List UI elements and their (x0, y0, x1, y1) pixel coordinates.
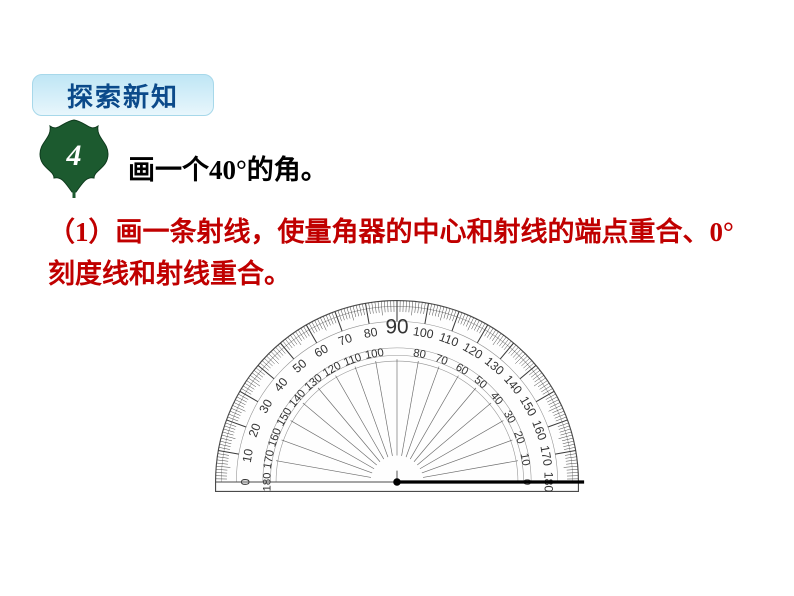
protractor-inner-label: 180 (261, 473, 273, 492)
protractor-outer-label: 80 (363, 325, 379, 341)
protractor-outer-label: 0 (239, 478, 253, 485)
step-prefix: （1） (48, 217, 116, 247)
leaf-icon: 4 (36, 114, 112, 198)
protractor-label-90: 90 (385, 316, 408, 339)
step-body-b: 刻度线和射线重合。 (48, 259, 291, 289)
step-paragraph: （1）画一条射线，使量角器的中心和射线的端点重合、0° 刻度线和射线重合。 (48, 212, 748, 296)
protractor-inner-label: 80 (412, 347, 427, 361)
protractor-inner-label: 10 (518, 452, 532, 467)
section-badge-text: 探索新知 (67, 77, 179, 114)
protractor-diagram: 0180101702016030150401405013060120701108… (208, 296, 586, 496)
exercise-title: 画一个40°的角。 (128, 148, 328, 187)
step-zero: 0° (710, 217, 734, 247)
protractor-outer-label: 10 (240, 448, 256, 464)
section-badge: 探索新知 (32, 74, 214, 116)
leaf-number: 4 (36, 114, 112, 198)
ray-endpoint-dot (393, 478, 401, 486)
step-body-a: 画一条射线，使量角器的中心和射线的端点重合、 (116, 217, 710, 247)
